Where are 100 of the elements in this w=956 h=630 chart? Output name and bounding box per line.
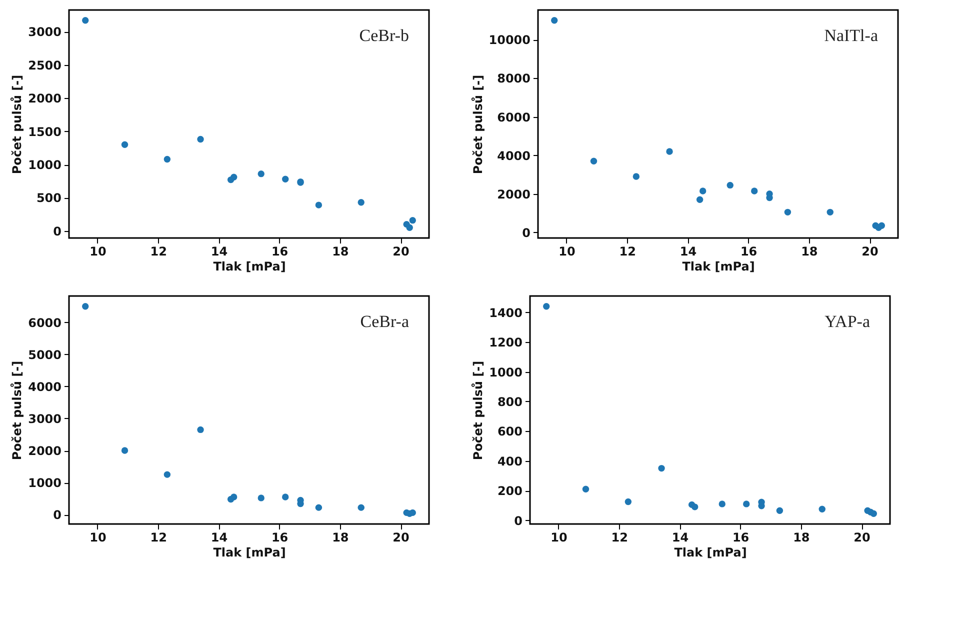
- point: [406, 224, 413, 231]
- x-tick-label: 10: [558, 244, 576, 258]
- y-tick-label: 6000: [28, 316, 62, 330]
- x-tick-label: 14: [210, 244, 228, 258]
- y-axis-title: Počet pulsů [-]: [471, 360, 486, 460]
- x-tick-label: 12: [150, 244, 167, 258]
- point: [658, 464, 665, 472]
- y-axis-title: Počet pulsů [-]: [10, 74, 24, 174]
- y-tick-label: 1200: [489, 336, 522, 350]
- x-axis-title: Tlak [mPa]: [213, 260, 286, 274]
- x-tick-label: 10: [90, 530, 106, 544]
- point: [258, 170, 264, 178]
- y-tick-label: 0: [53, 224, 62, 238]
- point: [82, 303, 89, 310]
- x-tick-label: 20: [854, 530, 870, 544]
- point: [818, 506, 826, 512]
- point: [197, 426, 204, 434]
- y-tick-label: 4000: [497, 148, 530, 163]
- annotation: CeBr-b: [359, 26, 409, 45]
- point: [582, 486, 590, 492]
- y-tick-label: 8000: [497, 72, 530, 86]
- point: [358, 504, 364, 511]
- y-tick-label: 4000: [28, 380, 62, 394]
- y-tick-label: 3000: [28, 412, 62, 426]
- y-tick-label: 1400: [489, 306, 522, 320]
- point: [590, 158, 598, 164]
- point: [82, 17, 89, 24]
- point: [826, 208, 834, 216]
- point: [358, 199, 364, 206]
- y-tick-label: 10000: [488, 33, 530, 48]
- x-tick-label: 20: [392, 530, 410, 544]
- point: [164, 156, 171, 163]
- point: [743, 500, 750, 508]
- x-tick-label: 12: [611, 530, 628, 544]
- point: [751, 188, 758, 194]
- x-tick-label: 16: [732, 530, 750, 544]
- point: [696, 196, 704, 203]
- y-tick-label: 1000: [28, 476, 62, 490]
- x-tick-label: 16: [271, 244, 288, 258]
- point: [409, 509, 416, 516]
- y-tick-label: 0: [514, 514, 522, 528]
- y-tick-label: 2000: [28, 92, 62, 106]
- point: [282, 494, 289, 500]
- x-tick-label: 10: [550, 530, 568, 544]
- annotation: YAP-a: [824, 312, 870, 331]
- point: [878, 222, 885, 230]
- point: [699, 188, 706, 194]
- y-tick-label: 400: [497, 454, 522, 468]
- x-axis-title: Tlak [mPa]: [682, 260, 755, 274]
- x-axis-title: Tlak [mPa]: [213, 546, 286, 560]
- point: [409, 216, 416, 224]
- y-axis-title: Počet pulsů [-]: [470, 74, 485, 174]
- y-tick-label: 500: [36, 191, 62, 206]
- y-tick-label: 2000: [28, 444, 62, 458]
- point: [551, 17, 558, 24]
- point: [282, 176, 289, 182]
- y-tick-label: 600: [497, 424, 522, 439]
- y-tick-label: 1000: [28, 158, 62, 172]
- point: [258, 494, 264, 502]
- point: [784, 208, 792, 216]
- x-tick-label: 14: [680, 244, 697, 258]
- point: [543, 303, 550, 310]
- x-tick-label: 20: [862, 244, 878, 258]
- y-axis-title: Počet pulsů [-]: [10, 360, 24, 460]
- x-tick-label: 12: [150, 530, 167, 544]
- point: [315, 504, 322, 511]
- y-tick-label: 3000: [28, 25, 62, 40]
- y-tick-label: 200: [497, 484, 522, 498]
- x-tick-label: 16: [740, 244, 758, 258]
- x-axis-title: Tlak [mPa]: [674, 546, 747, 560]
- x-tick-label: 16: [271, 530, 288, 544]
- y-tick-label: 1500: [28, 124, 62, 139]
- point: [870, 510, 877, 517]
- x-tick-label: 20: [392, 244, 410, 258]
- y-tick-label: 2500: [28, 58, 62, 72]
- y-tick-label: 800: [497, 394, 522, 409]
- point: [726, 182, 734, 189]
- annotation: NaITl-a: [824, 26, 878, 45]
- point: [624, 498, 632, 506]
- point: [230, 174, 238, 180]
- y-tick-label: 5000: [28, 348, 62, 362]
- point: [776, 507, 784, 514]
- y-tick-label: 6000: [497, 110, 530, 124]
- x-tick-label: 18: [801, 244, 818, 258]
- x-tick-label: 18: [332, 530, 349, 544]
- point: [121, 141, 128, 148]
- point: [632, 173, 640, 180]
- x-tick-label: 14: [672, 530, 689, 544]
- annotation: CeBr-a: [360, 312, 410, 331]
- y-tick-label: 2000: [497, 187, 530, 202]
- point: [197, 136, 204, 143]
- point: [164, 471, 171, 478]
- point: [230, 494, 238, 500]
- point: [666, 148, 673, 155]
- point: [718, 500, 726, 508]
- point: [315, 202, 322, 208]
- y-tick-label: 0: [53, 508, 62, 522]
- point: [121, 447, 128, 454]
- y-tick-label: 0: [522, 226, 530, 240]
- x-tick-label: 14: [210, 530, 228, 544]
